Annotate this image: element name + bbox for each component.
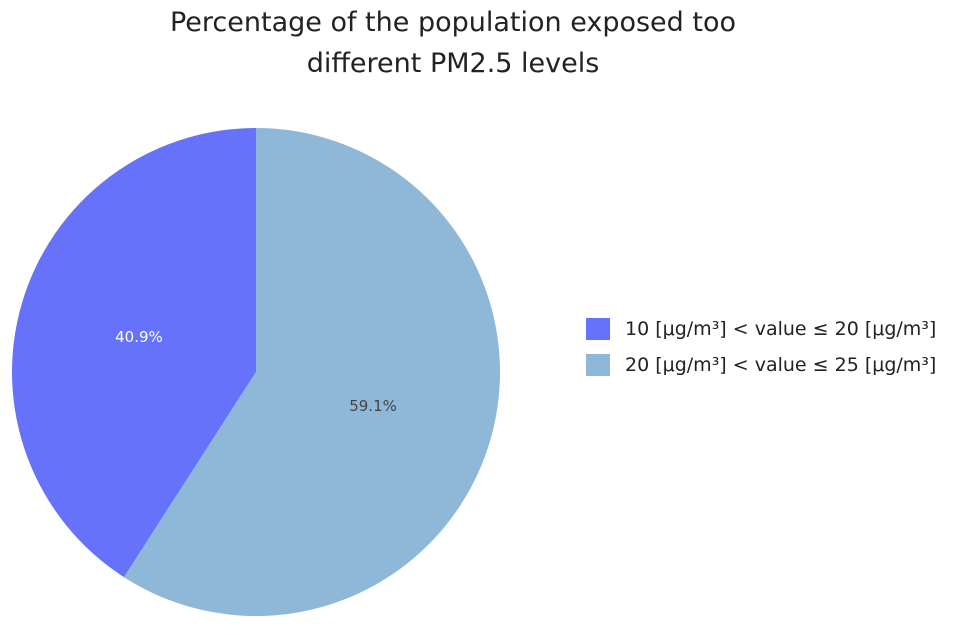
legend-swatch-10-20 <box>586 318 610 340</box>
legend: 10 [μg/m³] < value ≤ 20 [μg/m³] 20 [μg/m… <box>586 316 936 388</box>
pie-slice-1[interactable] <box>123 128 500 616</box>
pie-chart: 40.9% 59.1% <box>11 128 500 616</box>
legend-item-10-20[interactable]: 10 [μg/m³] < value ≤ 20 [μg/m³] <box>586 316 936 342</box>
pie-slice-label-1: 59.1% <box>349 397 397 415</box>
pie-slice-0[interactable] <box>11 128 256 578</box>
legend-label-20-25: 20 [μg/m³] < value ≤ 25 [μg/m³] <box>625 354 937 376</box>
legend-label-10-20: 10 [μg/m³] < value ≤ 20 [μg/m³] <box>625 318 937 340</box>
chart-title: Percentage of the population exposed too… <box>40 2 866 84</box>
chart-title-line-1: Percentage of the population exposed too <box>169 7 737 38</box>
chart-title-line-2: different PM2.5 levels <box>306 48 600 79</box>
legend-item-20-25[interactable]: 20 [μg/m³] < value ≤ 25 [μg/m³] <box>586 352 936 378</box>
legend-swatch-20-25 <box>586 354 610 376</box>
pie-slice-label-0: 40.9% <box>115 328 163 346</box>
